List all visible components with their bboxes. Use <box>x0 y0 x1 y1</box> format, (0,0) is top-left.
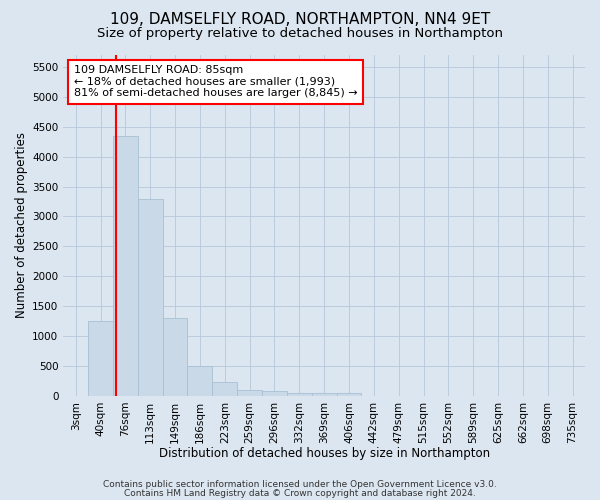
Text: Size of property relative to detached houses in Northampton: Size of property relative to detached ho… <box>97 28 503 40</box>
Text: 109 DAMSELFLY ROAD: 85sqm
← 18% of detached houses are smaller (1,993)
81% of se: 109 DAMSELFLY ROAD: 85sqm ← 18% of detac… <box>74 65 358 98</box>
Text: Contains public sector information licensed under the Open Government Licence v3: Contains public sector information licen… <box>103 480 497 489</box>
Text: 109, DAMSELFLY ROAD, NORTHAMPTON, NN4 9ET: 109, DAMSELFLY ROAD, NORTHAMPTON, NN4 9E… <box>110 12 490 28</box>
Bar <box>312 393 337 396</box>
Bar <box>113 136 138 396</box>
Bar <box>337 393 361 396</box>
Text: Contains HM Land Registry data © Crown copyright and database right 2024.: Contains HM Land Registry data © Crown c… <box>124 488 476 498</box>
Y-axis label: Number of detached properties: Number of detached properties <box>15 132 28 318</box>
Bar <box>287 393 312 396</box>
Bar <box>88 321 113 396</box>
X-axis label: Distribution of detached houses by size in Northampton: Distribution of detached houses by size … <box>158 447 490 460</box>
Bar <box>212 382 237 396</box>
Bar <box>237 390 262 396</box>
Bar <box>138 198 163 396</box>
Bar <box>262 392 287 396</box>
Bar <box>187 366 212 396</box>
Bar <box>163 318 187 396</box>
